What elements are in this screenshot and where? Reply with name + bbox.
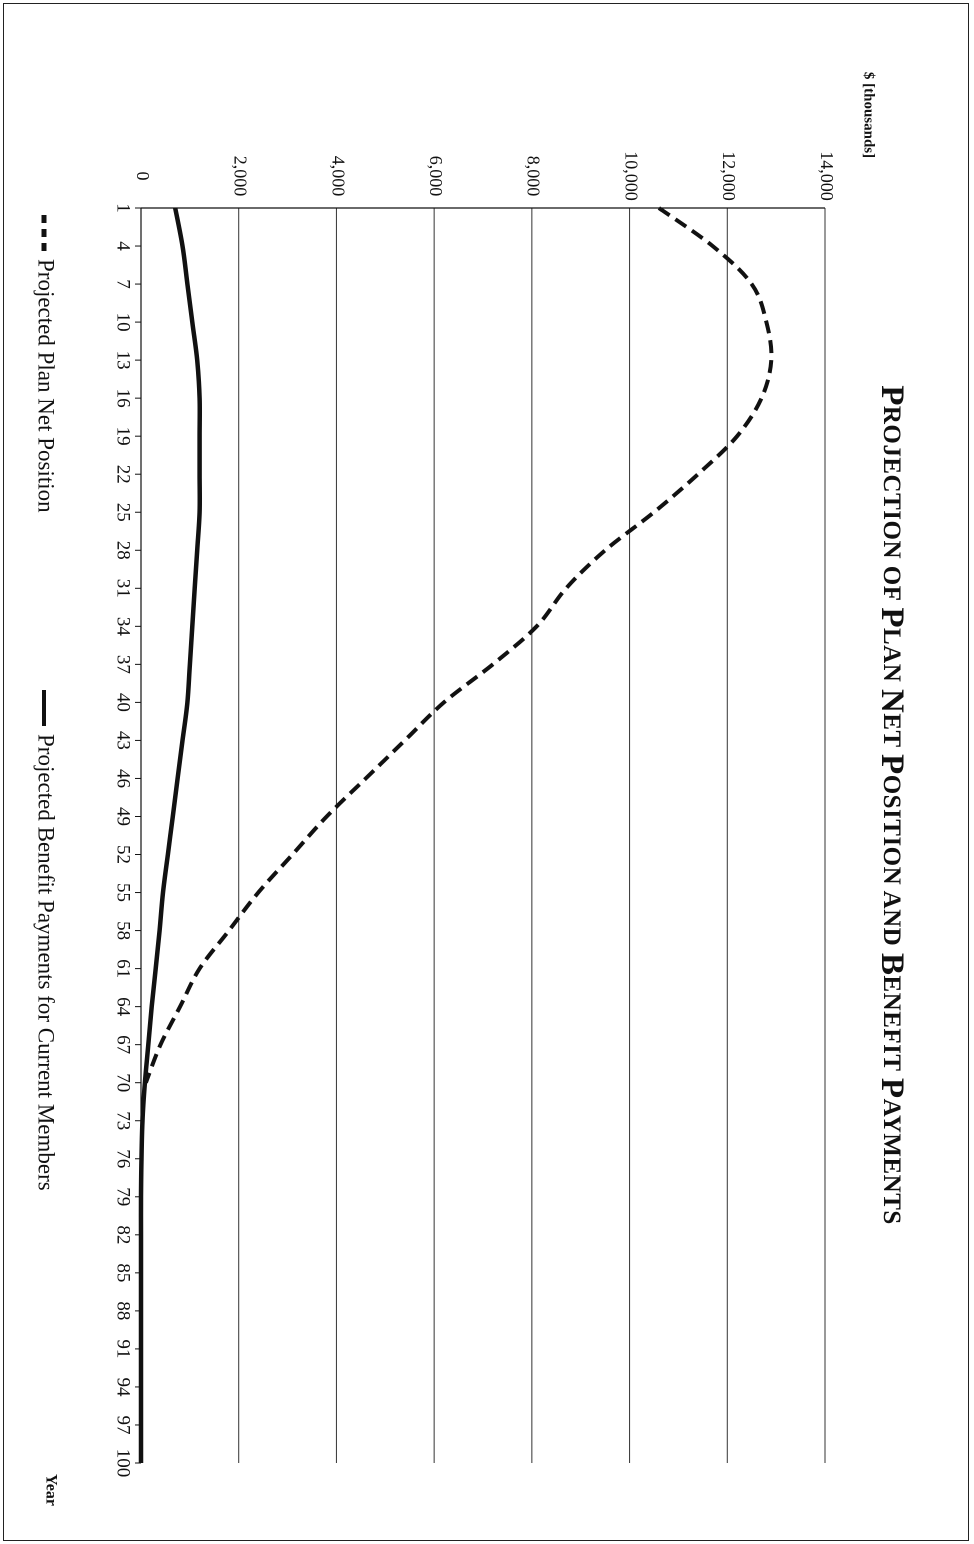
year-tick-label: 70: [113, 1073, 134, 1092]
grid-layer: [238, 208, 826, 1463]
year-tick-label: 100: [113, 1449, 134, 1478]
year-tick-label: 61: [113, 959, 134, 978]
year-axis-label: Year: [42, 1474, 59, 1506]
legend-label: Projected Plan Net Position: [34, 259, 59, 513]
year-tick-label: 58: [113, 921, 134, 940]
year-tick-label: 94: [113, 1377, 134, 1397]
year-tick-label: 76: [113, 1149, 134, 1168]
value-tick-label: 6,000: [426, 156, 446, 197]
year-tick-label: 88: [113, 1301, 134, 1320]
year-tick-label: 85: [113, 1263, 134, 1282]
series-layer: [138, 206, 774, 1463]
chart-frame: [3, 3, 969, 1541]
year-tick-label: 46: [113, 769, 134, 788]
value-tick-label: 12,000: [719, 151, 739, 201]
year-tick-label: 31: [113, 579, 134, 598]
year-tick-label: 10: [113, 313, 134, 332]
year-tick-label: 79: [113, 1187, 134, 1206]
year-tick-label: 37: [113, 655, 134, 674]
year-tick-label: 40: [113, 693, 134, 712]
year-tick-label: 43: [113, 731, 134, 750]
year-tick-label: 82: [113, 1225, 134, 1244]
series-line-plan-net-position: [144, 206, 774, 1084]
year-tick-label: 97: [113, 1415, 134, 1434]
value-tick-label: 8,000: [524, 156, 544, 197]
year-tick-label: 16: [113, 389, 134, 408]
value-tick-label: 14,000: [817, 151, 837, 201]
year-tick-label: 91: [113, 1339, 134, 1358]
series-line-benefit-payments: [138, 207, 203, 1463]
value-axis-label: $ [thousands]: [861, 72, 877, 158]
year-tick-label: 34: [113, 617, 134, 637]
value-tick-label: 10,000: [621, 151, 641, 201]
year-tick-label: 67: [113, 1035, 134, 1054]
year-tick-label: 73: [113, 1111, 134, 1130]
legend-label: Projected Benefit Payments for Current M…: [34, 734, 59, 1191]
value-tick-label: 0: [133, 172, 153, 181]
year-tick-label: 1: [113, 203, 134, 213]
text-layer: 0 2,000 4,000 6,000 8,000 10,000 12,000 14,000 1…: [34, 72, 911, 1506]
year-tick-label: 7: [113, 279, 134, 289]
chart-title: PROJECTION OF PLAN NET POSITION AND BENE…: [874, 385, 910, 1225]
value-tick-label: 2,000: [231, 156, 251, 197]
year-tick-label: 13: [113, 351, 134, 370]
year-tick-label: 49: [113, 807, 134, 826]
year-tick-label: 22: [113, 465, 134, 484]
year-tick-label: 52: [113, 845, 134, 864]
year-tick-label: 25: [113, 503, 134, 522]
year-tick-label: 55: [113, 883, 134, 902]
year-tick-label: 4: [113, 241, 134, 251]
value-tick-label: 4,000: [328, 156, 348, 197]
year-tick-label: 19: [113, 427, 134, 446]
year-tick-label: 28: [113, 541, 134, 560]
year-tick-label: 64: [113, 997, 134, 1017]
